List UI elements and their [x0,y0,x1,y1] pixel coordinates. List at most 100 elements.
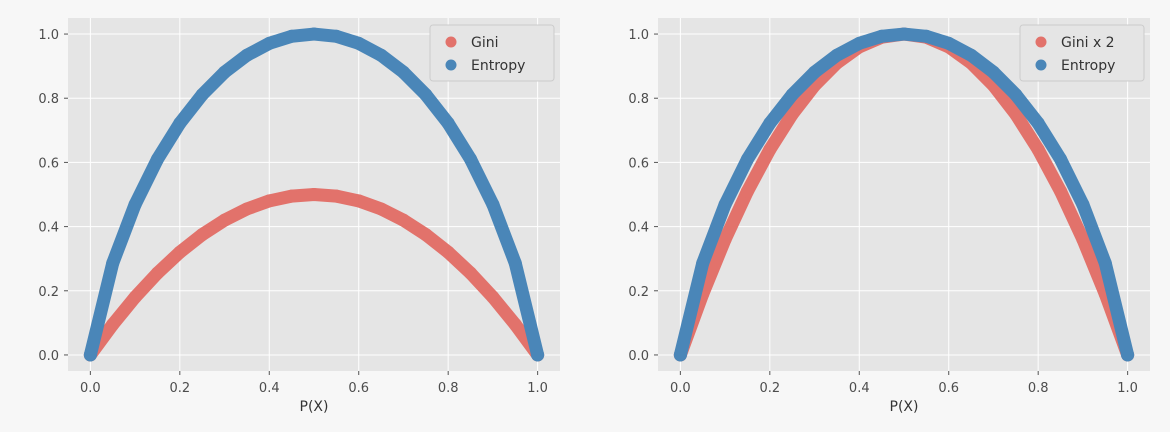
data-point [173,245,187,259]
y-tick-label: 0.2 [38,285,59,300]
data-point [1031,143,1045,157]
data-point [1031,116,1045,130]
data-point [1098,256,1112,270]
data-point [986,65,1000,79]
data-point [240,202,254,216]
data-point [830,48,844,62]
legend-label: Entropy [1061,58,1115,74]
x-axis-label: P(X) [300,399,329,415]
legend-label: Gini x 2 [1061,35,1115,51]
data-point [218,213,232,227]
data-point [240,48,254,62]
data-point [352,36,366,50]
legend-label: Gini [471,35,499,51]
data-point [875,29,889,43]
data-point [673,348,687,362]
y-tick-label: 0.4 [38,221,59,236]
data-point [419,228,433,242]
data-point [785,107,799,121]
data-point [1121,348,1135,362]
data-point [262,194,276,208]
x-tick-label: 0.0 [670,381,691,396]
data-point [531,348,545,362]
data-point [740,184,754,198]
data-point [218,65,232,79]
data-point [508,256,522,270]
y-tick-label: 0.6 [628,156,649,171]
x-tick-label: 0.4 [259,381,280,396]
y-tick-label: 0.8 [628,92,649,107]
legend: Gini x 2 Entropy [1019,24,1145,82]
data-point [396,65,410,79]
data-point [352,194,366,208]
data-point [897,27,911,41]
data-point [83,348,97,362]
data-point [808,65,822,79]
data-point [374,48,388,62]
data-point [106,317,120,331]
data-point [1076,232,1090,246]
y-tick-label: 0.4 [628,221,649,236]
data-point [740,152,754,166]
y-tick-label: 0.8 [38,92,59,107]
x-axis-label: P(X) [890,399,919,415]
data-point [1054,152,1068,166]
x-tick-label: 0.8 [1028,381,1049,396]
x-tick-label: 0.6 [348,381,369,396]
data-point [763,116,777,130]
data-point [464,152,478,166]
data-point [285,189,299,203]
data-point [329,29,343,43]
data-point [150,266,164,280]
data-point [696,256,710,270]
y-tick-label: 1.0 [628,28,649,43]
data-point [486,290,500,304]
data-point [128,197,142,211]
data-point [919,29,933,43]
data-point [763,143,777,157]
data-point [486,197,500,211]
x-tick-label: 1.0 [527,381,548,396]
right-chart: 0.0 0.2 0.4 0.6 0.8 1.0 0.0 0.2 0.4 0.6 0.8 1.0 P(X)… [628,18,1150,415]
data-point [964,48,978,62]
x-tick-label: 0.0 [80,381,101,396]
legend-label: Entropy [471,58,525,74]
legend-marker [1035,59,1047,71]
data-point [329,189,343,203]
y-tick-label: 0.2 [628,285,649,300]
data-point [419,88,433,102]
data-point [785,88,799,102]
legend-marker [445,36,457,48]
data-point [852,36,866,50]
data-point [464,266,478,280]
y-tick-label: 0.0 [628,349,649,364]
data-point [942,36,956,50]
data-point [307,188,321,201]
x-tick-label: 0.2 [169,381,190,396]
data-point [718,197,732,211]
legend-marker [445,59,457,71]
data-point [1009,88,1023,102]
data-point [150,152,164,166]
y-tick-label: 1.0 [38,28,59,43]
x-tick-label: 0.4 [849,381,870,396]
left-chart: 0.0 0.2 0.4 0.6 0.8 1.0 0.0 0.2 0.4 0.6 0.8 1.0 P(X)… [38,18,560,415]
x-tick-label: 1.0 [1117,381,1138,396]
legend: Gini Entropy [429,24,555,82]
legend-box [1019,24,1145,82]
y-tick-label: 0.0 [38,349,59,364]
data-point [195,88,209,102]
data-point [195,228,209,242]
data-point [173,116,187,130]
data-point [396,213,410,227]
x-tick-label: 0.6 [938,381,959,396]
data-point [1054,184,1068,198]
data-point [1076,197,1090,211]
series-entropy [673,27,1135,362]
data-point [441,116,455,130]
data-point [128,290,142,304]
data-point [262,36,276,50]
data-point [285,29,299,43]
series-gini [83,188,545,362]
data-point [508,317,522,331]
